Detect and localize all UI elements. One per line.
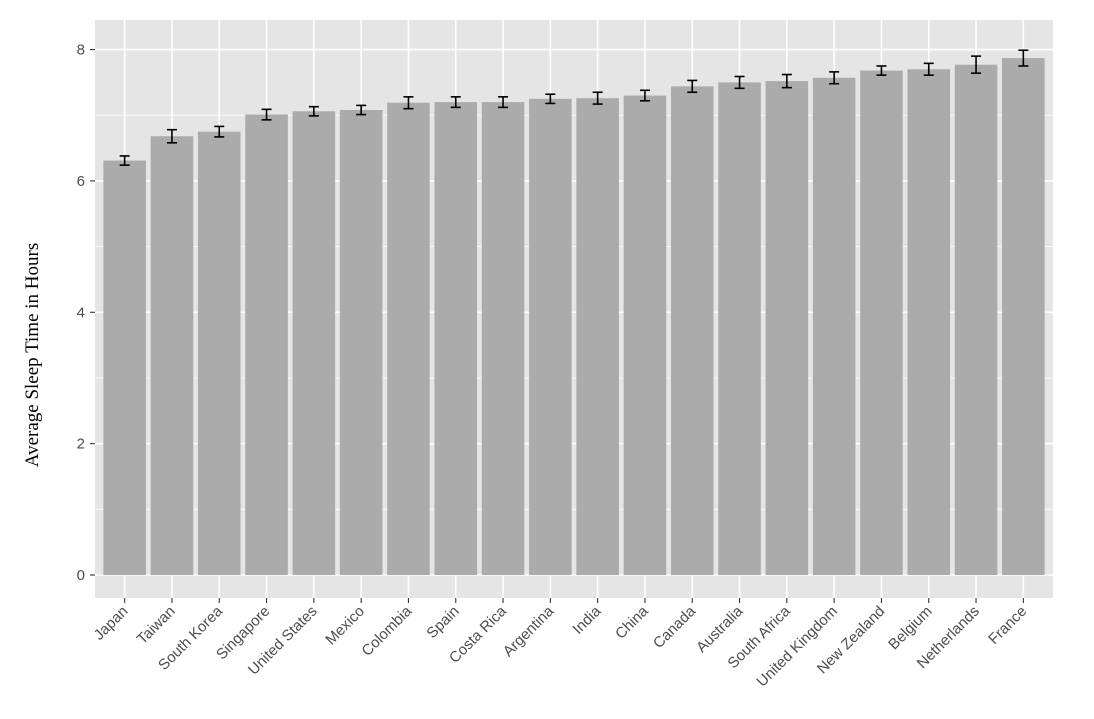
bar	[339, 109, 383, 576]
bar	[434, 102, 478, 576]
bar	[150, 136, 194, 576]
error-bar	[356, 104, 367, 116]
bar	[907, 69, 951, 576]
y-axis-title: Average Sleep Time in Hours	[22, 243, 43, 467]
y-tick-label: 0	[77, 567, 85, 584]
x-tick-label: Argentina	[500, 602, 558, 660]
bar	[103, 160, 146, 576]
bar	[623, 95, 667, 576]
x-tick-label: France	[985, 603, 1030, 648]
bar	[860, 70, 903, 576]
bar	[481, 102, 525, 576]
error-bar	[971, 55, 982, 75]
x-tick-label: Canada	[650, 602, 700, 652]
y-tick-label: 8	[77, 42, 85, 59]
y-tick-label: 2	[77, 436, 85, 453]
error-bar	[592, 91, 603, 105]
error-bar	[214, 125, 225, 138]
x-tick-label: China	[612, 602, 652, 642]
bar	[197, 131, 241, 576]
error-bar	[450, 96, 461, 109]
bar	[765, 81, 809, 576]
bars	[103, 58, 1045, 576]
error-bar	[829, 71, 840, 85]
error-bar	[1018, 49, 1029, 67]
bar	[812, 77, 856, 576]
y-axis-ticks: 0 2 4 6 8	[77, 42, 95, 584]
error-bar	[734, 75, 745, 90]
x-tick-label: Japan	[91, 603, 132, 644]
error-bar	[261, 108, 272, 121]
error-bar	[687, 79, 698, 94]
error-bar	[119, 155, 130, 166]
error-bar	[923, 62, 934, 76]
x-tick-label: India	[569, 602, 604, 637]
error-bar	[498, 96, 509, 109]
bar	[670, 86, 714, 576]
x-tick-label: Spain	[423, 603, 462, 642]
error-bar	[876, 65, 887, 76]
bar	[718, 82, 761, 576]
error-bar	[166, 128, 177, 144]
bar	[576, 98, 619, 576]
error-bar	[639, 89, 650, 102]
x-tick-label: United Kingdom	[753, 603, 840, 690]
bar	[387, 102, 430, 576]
x-tick-label: Mexico	[322, 603, 368, 649]
bar	[292, 111, 336, 576]
bar	[529, 98, 572, 576]
bar	[245, 114, 288, 576]
y-tick-label: 6	[77, 173, 85, 190]
error-bars	[119, 49, 1029, 166]
y-tick-label: 4	[77, 304, 85, 321]
x-tick-label: Taiwan	[134, 603, 179, 648]
bar	[954, 64, 998, 576]
error-bar	[308, 105, 319, 117]
error-bar	[781, 73, 792, 89]
error-bar	[403, 96, 414, 110]
x-tick-label: Colombia	[358, 602, 415, 659]
bar	[1002, 58, 1045, 576]
error-bar	[545, 93, 556, 105]
